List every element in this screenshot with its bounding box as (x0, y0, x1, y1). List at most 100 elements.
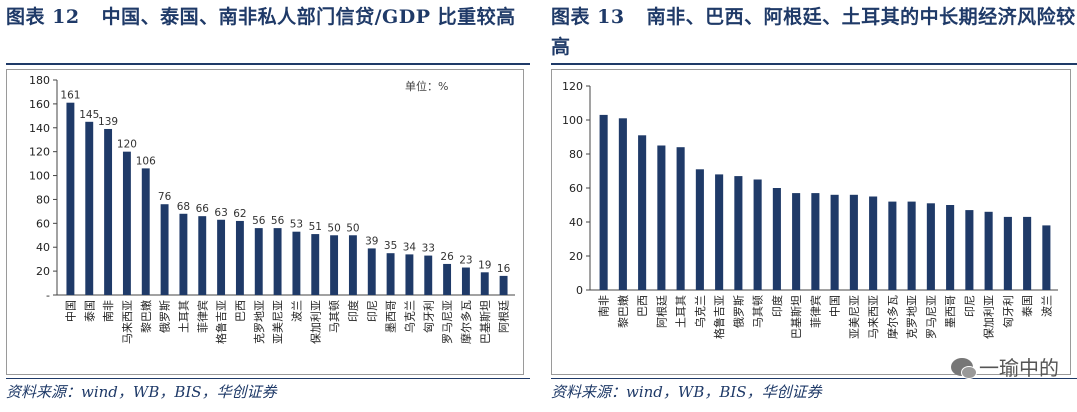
data-label: 63 (214, 207, 227, 219)
x-tick-label: 墨西哥 (385, 300, 398, 333)
x-tick-label: 印尼 (366, 300, 379, 322)
bar (888, 201, 897, 290)
x-tick-label: 马其顿 (327, 300, 341, 333)
data-label: 26 (440, 251, 454, 263)
bar (273, 228, 282, 295)
x-tick-label: 摩尔多瓦 (459, 300, 473, 344)
x-tick-label: 保加利亚 (982, 295, 996, 339)
y-tick-label: 20 (569, 250, 583, 263)
bar (734, 176, 743, 290)
right-fig-label: 图表 13 (551, 6, 625, 28)
y-tick-label: 20 (36, 265, 50, 278)
wechat-icon (951, 357, 977, 379)
left-bottom-rule (6, 378, 530, 379)
bar (235, 220, 244, 295)
x-tick-label: 克罗地亚 (253, 300, 266, 344)
x-tick-label: 阿根廷 (654, 295, 668, 328)
x-tick-label: 墨西哥 (944, 295, 957, 328)
data-label: 68 (177, 201, 190, 213)
bar (965, 210, 974, 290)
y-tick-label: 180 (29, 74, 50, 87)
data-label: 50 (346, 222, 359, 234)
bar (292, 231, 301, 295)
data-label: 161 (60, 90, 80, 102)
data-label: 53 (290, 219, 303, 231)
x-tick-label: 菲律宾 (195, 300, 209, 333)
x-tick-label: 罗马尼亚 (925, 295, 938, 339)
data-label: 139 (98, 116, 118, 128)
x-tick-label: 保加利亚 (308, 300, 322, 344)
bar (772, 188, 781, 290)
bar (348, 235, 357, 295)
x-tick-label: 亚美尼亚 (848, 295, 861, 339)
x-tick-label: 中国 (829, 295, 842, 317)
x-tick-label: 格鲁吉亚 (214, 300, 228, 344)
x-tick-label: 菲律宾 (808, 295, 822, 328)
bar (179, 213, 188, 295)
x-tick-label: 土耳其 (177, 300, 190, 333)
data-label: 56 (271, 215, 285, 227)
y-tick-label: 0 (576, 284, 583, 297)
x-tick-label: 巴基斯坦 (789, 295, 803, 339)
bar (907, 201, 916, 290)
data-label: 120 (117, 139, 137, 151)
x-tick-label: 泰国 (1020, 295, 1034, 317)
x-tick-label: 亚美尼亚 (272, 300, 285, 344)
bar (66, 102, 75, 295)
x-tick-label: 波兰 (1040, 295, 1053, 317)
x-tick-label: 巴西 (636, 295, 649, 317)
bar (792, 193, 801, 290)
right-bottom-rule (551, 378, 1077, 379)
right-top-rule (551, 63, 1077, 65)
x-tick-label: 印度 (770, 295, 784, 317)
x-tick-label: 南非 (598, 295, 611, 317)
bar (849, 194, 858, 290)
bar (311, 234, 320, 295)
bar (1042, 225, 1051, 290)
x-tick-label: 波兰 (290, 300, 303, 322)
data-label: 76 (158, 191, 172, 203)
bar (141, 168, 150, 295)
bar (657, 145, 666, 290)
y-tick-label: 100 (562, 114, 583, 127)
y-tick-label: 100 (29, 170, 50, 183)
x-tick-label: 南非 (102, 300, 115, 322)
bar (122, 151, 131, 295)
data-label: 23 (459, 255, 472, 267)
x-tick-label: 摩尔多瓦 (885, 295, 899, 339)
bar (946, 205, 955, 290)
bar (443, 263, 452, 295)
y-tick-label: 140 (29, 122, 50, 135)
left-title: 图表 12 中国、泰国、南非私人部门信贷/GDP 比重较高 (6, 2, 530, 32)
data-label: 145 (79, 109, 99, 121)
bar (676, 147, 685, 290)
x-tick-label: 巴西 (234, 300, 247, 322)
left-chart-box: - 20 40 60 80 100 120 140 160 180 单位：% 161 中国 145 泰国 13… (6, 69, 524, 375)
y-tick-label: 40 (569, 216, 583, 229)
right-source: 资料来源：wind，WB，BIS，华创证券 (551, 383, 822, 401)
x-tick-label: 罗马尼亚 (441, 300, 454, 344)
x-tick-label: 土耳其 (675, 295, 688, 328)
data-label: 51 (309, 221, 322, 233)
bar (217, 219, 226, 295)
y-tick-label: 120 (562, 80, 583, 93)
data-label: 62 (233, 208, 246, 220)
data-label: 16 (497, 263, 511, 275)
x-tick-label: 俄罗斯 (159, 300, 172, 333)
y-tick-label: 160 (29, 98, 50, 111)
y-tick-label: 80 (36, 193, 50, 206)
x-tick-label: 克罗地亚 (906, 295, 919, 339)
bar (424, 255, 433, 295)
bar (254, 228, 263, 295)
bar (869, 196, 878, 290)
bar (599, 114, 608, 291)
bar (984, 211, 993, 290)
bar (753, 179, 762, 290)
x-tick-label: 乌克兰 (402, 300, 416, 333)
x-tick-label: 乌克兰 (693, 295, 707, 328)
right-bar-chart: 0 20 40 60 80 100 120 南非 黎巴嫩 巴西 阿根廷 土耳其 乌克兰 格鲁吉亚 俄罗斯 马其… (562, 80, 1058, 339)
left-fig-label: 图表 12 (6, 6, 80, 28)
data-label: 35 (384, 240, 397, 252)
data-label: 33 (422, 243, 435, 255)
left-source: 资料来源：wind，WB，BIS，华创证券 (6, 383, 277, 401)
